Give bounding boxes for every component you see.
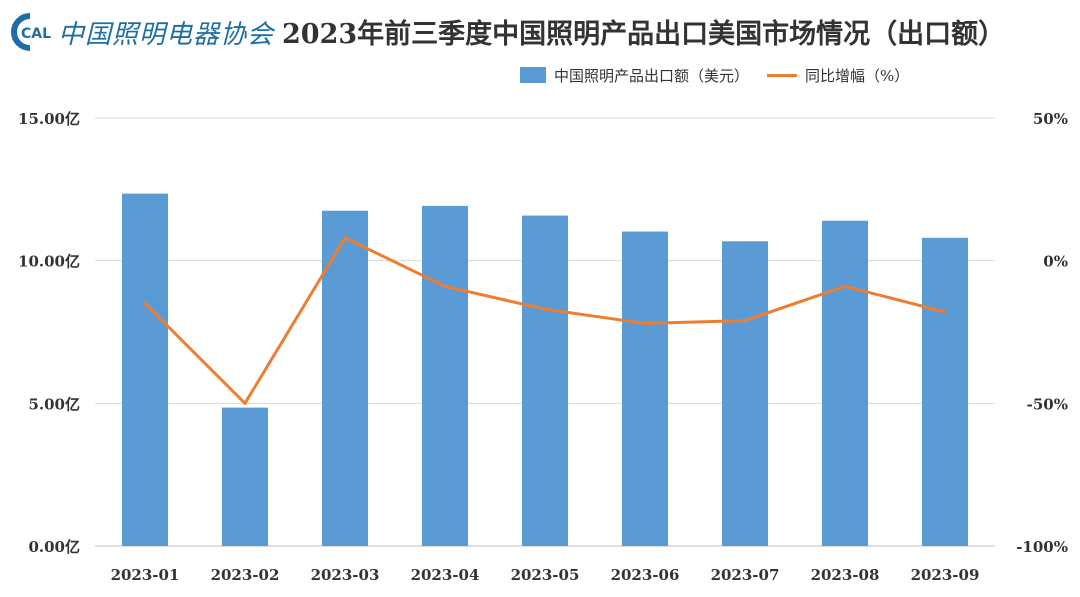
right-axis-tick-label: 50% <box>1033 110 1068 128</box>
bar <box>522 215 568 547</box>
x-axis-tick-label: 2023-01 <box>111 566 180 584</box>
x-axis-tick-label: 2023-03 <box>311 566 380 584</box>
right-axis-tick-label: -100% <box>1016 538 1068 556</box>
bar <box>322 210 368 546</box>
bar <box>622 231 668 546</box>
logo-monogram: CALI <box>21 26 52 42</box>
left-axis-tick-label: 5.00亿 <box>28 395 80 413</box>
left-axis-tick-label: 10.00亿 <box>18 253 80 271</box>
legend-swatch-line <box>767 73 798 77</box>
chart-title: 2023年前三季度中国照明产品出口美国市场情况（出口额） <box>282 19 1006 50</box>
x-axis-tick-label: 2023-08 <box>811 566 880 584</box>
x-axis-tick-label: 2023-06 <box>611 566 680 584</box>
growth-point <box>443 284 447 288</box>
x-axis-tick-label: 2023-05 <box>511 566 580 584</box>
bar <box>922 237 968 546</box>
cali-logo-icon: CALI <box>11 13 52 51</box>
bar <box>822 220 868 546</box>
x-axis-tick-label: 2023-02 <box>211 566 280 584</box>
x-axis-tick-label: 2023-04 <box>411 566 480 584</box>
header: CALI 中国照明电器协会 2023年前三季度中国照明产品出口美国市场情况（出口… <box>0 0 1080 60</box>
logo-text: 中国照明电器协会 <box>58 19 275 50</box>
bar <box>222 407 268 546</box>
legend-label-bar: 中国照明产品出口额（美元） <box>554 66 750 85</box>
growth-point <box>843 284 847 288</box>
growth-point <box>143 301 147 305</box>
bar <box>122 193 168 546</box>
left-axis-tick-label: 15.00亿 <box>18 110 80 128</box>
right-axis-tick-label: -50% <box>1027 395 1068 413</box>
growth-point <box>543 307 547 311</box>
right-axis-tick-label: 0% <box>1043 253 1068 271</box>
logo: CALI 中国照明电器协会 <box>8 12 274 52</box>
x-axis-tick-label: 2023-09 <box>911 566 980 584</box>
growth-point <box>643 321 647 325</box>
left-axis-tick-label: 0.00亿 <box>28 538 80 556</box>
legend-label-line: 同比增幅（%） <box>805 66 910 85</box>
growth-point <box>243 401 247 405</box>
x-axis-tick-label: 2023-07 <box>711 566 780 584</box>
growth-point <box>943 310 947 314</box>
chart-legend: 中国照明产品出口额（美元） 同比增幅（%） <box>520 62 909 88</box>
growth-point <box>743 319 747 323</box>
legend-swatch-bar <box>520 67 546 83</box>
bar <box>722 241 768 546</box>
growth-point <box>343 236 347 240</box>
bar <box>422 205 468 546</box>
